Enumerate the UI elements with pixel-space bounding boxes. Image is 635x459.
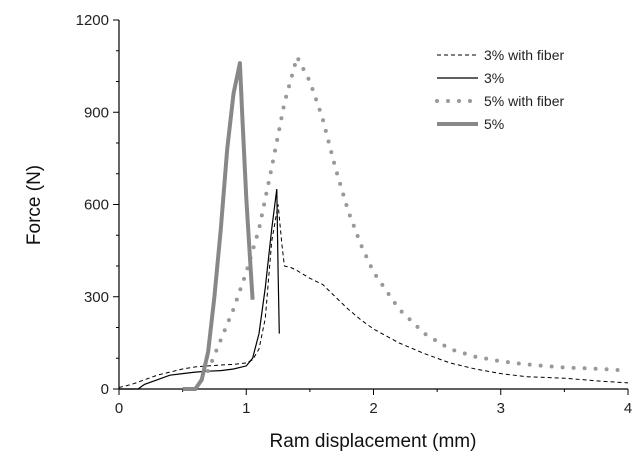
- legend-label-2: 3%: [484, 70, 504, 86]
- x-tick-label: 0: [115, 400, 123, 417]
- x-axis-title: Ram displacement (mm): [270, 431, 477, 452]
- legend-label-4: 5%: [484, 116, 504, 132]
- x-tick-label: 2: [369, 400, 377, 417]
- y-tick-label: 0: [101, 381, 109, 398]
- y-tick-label: 600: [84, 197, 109, 214]
- series-line-4: [182, 61, 255, 391]
- x-tick-label: 1: [242, 400, 250, 417]
- y-axis-title: Force (N): [24, 165, 45, 245]
- legend-label-3: 5% with fiber: [484, 93, 564, 109]
- y-tick-label: 1200: [76, 12, 109, 29]
- series-line-1: [118, 204, 629, 388]
- axes: 0 1 2 3 4 0 300 600 900 1200: [76, 12, 633, 417]
- x-tick-label: 3: [497, 400, 505, 417]
- plot-area: [118, 51, 630, 391]
- y-tick-label: 300: [84, 289, 109, 306]
- y-tick-label: 900: [84, 104, 109, 121]
- x-tick-label: 4: [624, 400, 632, 417]
- series-line-3: [193, 51, 630, 391]
- legend-label-1: 3% with fiber: [484, 47, 564, 63]
- legend: 3% with fiber 3% 5% with fiber 5%: [435, 47, 564, 132]
- series-line-2: [119, 189, 280, 390]
